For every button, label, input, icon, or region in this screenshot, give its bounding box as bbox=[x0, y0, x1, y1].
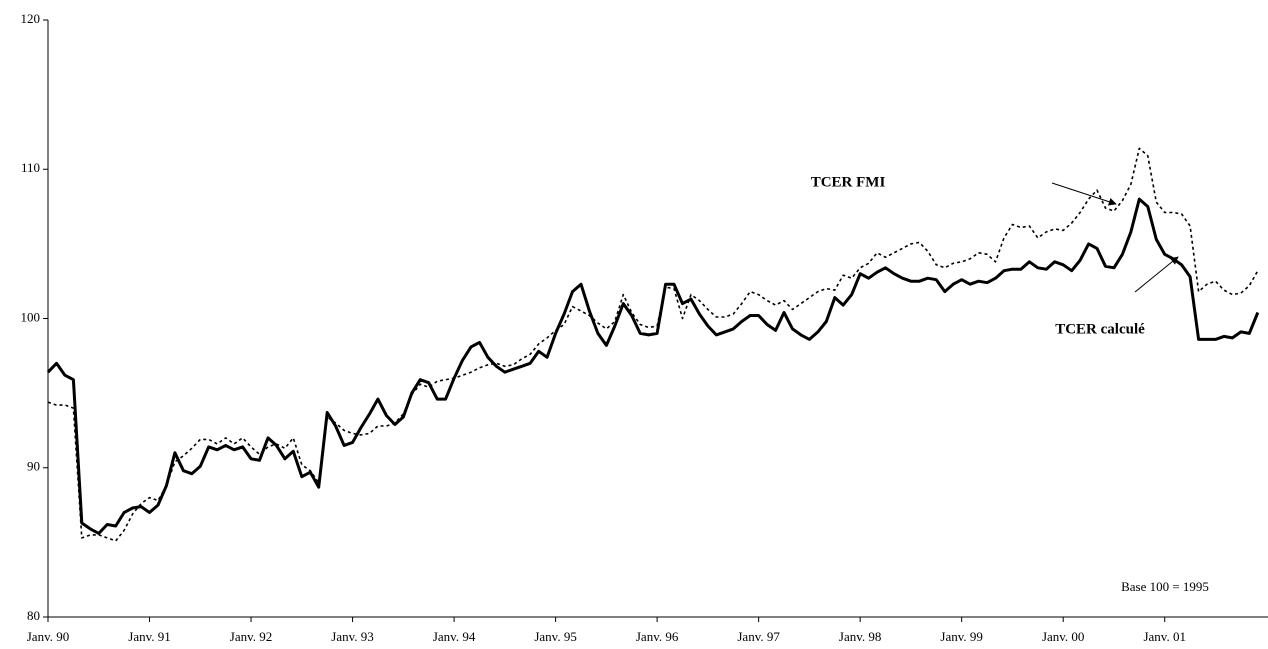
x-tick-label: Janv. 92 bbox=[230, 629, 273, 644]
x-tick-label: Janv. 00 bbox=[1042, 629, 1085, 644]
x-tick-label: Janv. 94 bbox=[433, 629, 476, 644]
x-tick-label: Janv. 97 bbox=[737, 629, 780, 644]
y-tick-label: 120 bbox=[21, 11, 41, 26]
y-tick-label: 90 bbox=[27, 459, 40, 474]
legend-arrow bbox=[1134, 256, 1179, 293]
legend-arrow bbox=[1051, 182, 1117, 206]
x-tick-label: Janv. 93 bbox=[331, 629, 374, 644]
x-tick-label: Janv. 98 bbox=[839, 629, 882, 644]
x-tick-label: Janv. 96 bbox=[636, 629, 679, 644]
x-tick-label: Janv. 95 bbox=[534, 629, 577, 644]
y-tick-label: 110 bbox=[21, 160, 40, 175]
x-tick-label: Janv. 90 bbox=[27, 629, 70, 644]
legend-label: TCER FMI bbox=[811, 174, 886, 190]
y-tick-label: 100 bbox=[21, 309, 41, 324]
x-tick-label: Janv. 99 bbox=[940, 629, 983, 644]
series-line bbox=[46, 197, 1260, 535]
x-tick-label: Janv. 91 bbox=[128, 629, 171, 644]
legend-label: TCER calculé bbox=[1055, 321, 1145, 337]
y-tick-label: 80 bbox=[27, 608, 40, 623]
x-tick-label: Janv. 01 bbox=[1143, 629, 1186, 644]
series-line bbox=[47, 147, 1259, 542]
annotation: Base 100 = 1995 bbox=[1121, 579, 1209, 594]
